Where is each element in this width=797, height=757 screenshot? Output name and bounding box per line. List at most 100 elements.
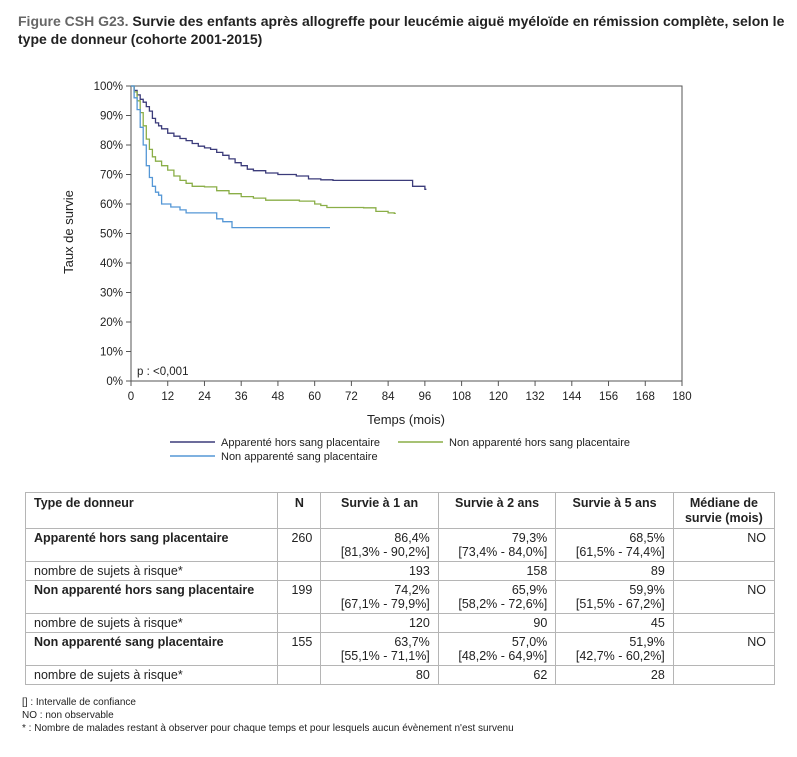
- survival-value: 57,0%: [511, 635, 548, 649]
- confidence-interval: [61,5% - 74,4%]: [575, 545, 665, 559]
- at-risk-5y: 45: [555, 613, 674, 633]
- x-tick-label: 120: [489, 391, 508, 403]
- empty-cell: [672, 665, 776, 685]
- empty-cell: [672, 613, 776, 633]
- figure-title-text: Survie des enfants après allogreffe pour…: [18, 13, 785, 47]
- x-tick-label: 144: [562, 391, 582, 403]
- plot-area: [130, 85, 683, 382]
- table-row-group-3: Non apparenté sang placentaire 155 63,7%…: [24, 632, 776, 666]
- x-tick-label: 24: [198, 391, 211, 403]
- series-line-3: [131, 85, 330, 229]
- survival-5y: 68,5% [61,5% - 74,4%]: [555, 528, 674, 562]
- n-value: 155: [277, 632, 322, 666]
- n-value: 199: [277, 580, 322, 614]
- table-row-at-risk-1: nombre de sujets à risque* 193 158 89: [24, 561, 776, 581]
- survival-value: 65,9%: [511, 583, 548, 597]
- confidence-interval: [67,1% - 79,9%]: [340, 597, 430, 611]
- survival-2y: 79,3% [73,4% - 84,0%]: [437, 528, 557, 562]
- survival-value: 63,7%: [394, 635, 430, 649]
- at-risk-1y: 120: [320, 613, 439, 633]
- survival-value: 59,9%: [629, 583, 665, 597]
- survival-value: 74,2%: [394, 583, 430, 597]
- y-tick-label: 40%: [100, 258, 123, 270]
- confidence-interval: [51,5% - 67,2%]: [575, 597, 665, 611]
- col-header-survival-1y: Survie à 1 an: [320, 492, 439, 529]
- confidence-interval: [42,7% - 60,2%]: [575, 649, 665, 663]
- x-axis: 0 12 24 36 48 60 72 84 96 108 120 132 144 156 168 180: [128, 381, 692, 403]
- legend-label: Non apparenté hors sang placentaire: [449, 437, 630, 449]
- table-header-row: Type de donneur N Survie à 1 an Survie à…: [24, 492, 776, 529]
- series-line-1: [131, 85, 427, 190]
- y-tick-label: 70%: [100, 170, 123, 182]
- survival-2y: 57,0% [48,2% - 64,9%]: [437, 632, 557, 666]
- survival-table: Type de donneur N Survie à 1 an Survie à…: [24, 492, 776, 685]
- legend: Apparenté hors sang placentaire Non appar…: [170, 437, 630, 463]
- col-header-median-survival: Médiane de survie (mois): [672, 492, 776, 529]
- y-axis: 0% 10% 20% 30% 40% 50% 60% 70% 80% 90% 100%: [94, 81, 131, 388]
- confidence-interval: [81,3% - 90,2%]: [340, 545, 430, 559]
- col-header-n: N: [277, 492, 322, 529]
- series-line-2: [131, 85, 396, 215]
- x-tick-label: 72: [345, 391, 358, 403]
- y-tick-label: 100%: [94, 81, 123, 93]
- empty-cell: [277, 613, 322, 633]
- table-row-group-2: Non apparenté hors sang placentaire 199 …: [24, 580, 776, 614]
- survival-value: 51,9%: [629, 635, 665, 649]
- x-tick-label: 60: [308, 391, 321, 403]
- donor-type-label: Non apparenté hors sang placentaire: [24, 580, 279, 614]
- y-tick-label: 80%: [100, 140, 123, 152]
- at-risk-5y: 28: [555, 665, 674, 685]
- footnote-at-risk: * : Nombre de malades restant à observer…: [22, 723, 514, 734]
- table-row-at-risk-3: nombre de sujets à risque* 80 62 28: [24, 665, 776, 685]
- legend-label: Apparenté hors sang placentaire: [221, 437, 380, 449]
- survival-5y: 51,9% [42,7% - 60,2%]: [555, 632, 674, 666]
- col-header-donor-type: Type de donneur: [24, 492, 279, 529]
- x-axis-label: Temps (mois): [367, 412, 445, 427]
- confidence-interval: [73,4% - 84,0%]: [458, 545, 548, 559]
- y-tick-label: 90%: [100, 111, 123, 123]
- x-tick-label: 84: [382, 391, 395, 403]
- empty-cell: [672, 561, 776, 581]
- x-tick-label: 180: [672, 391, 691, 403]
- survival-value: 79,3%: [511, 531, 548, 545]
- figure-label: Figure CSH G23.: [18, 13, 129, 29]
- survival-5y: 59,9% [51,5% - 67,2%]: [555, 580, 674, 614]
- col-header-survival-5y: Survie à 5 ans: [555, 492, 674, 529]
- empty-cell: [277, 665, 322, 685]
- y-tick-label: 50%: [100, 229, 123, 241]
- x-tick-label: 96: [418, 391, 431, 403]
- survival-value: 68,5%: [629, 531, 665, 545]
- survival-1y: 63,7% [55,1% - 71,1%]: [320, 632, 439, 666]
- y-tick-label: 30%: [100, 288, 123, 300]
- y-tick-label: 60%: [100, 199, 123, 211]
- survival-value: 86,4%: [394, 531, 430, 545]
- figure-title: Figure CSH G23. Survie des enfants après…: [18, 12, 788, 48]
- empty-cell: [277, 561, 322, 581]
- survival-2y: 65,9% [58,2% - 72,6%]: [437, 580, 557, 614]
- x-tick-label: 168: [636, 391, 655, 403]
- survival-curves: [131, 85, 427, 229]
- survival-1y: 86,4% [81,3% - 90,2%]: [320, 528, 439, 562]
- table-row-at-risk-2: nombre de sujets à risque* 120 90 45: [24, 613, 776, 633]
- at-risk-2y: 158: [437, 561, 557, 581]
- at-risk-2y: 62: [437, 665, 557, 685]
- at-risk-label: nombre de sujets à risque*: [24, 613, 279, 633]
- median-survival: NO: [672, 632, 776, 666]
- y-axis-label: Taux de survie: [61, 190, 76, 274]
- footnote-ci: [] : Intervalle de confiance: [22, 697, 136, 708]
- confidence-interval: [55,1% - 71,1%]: [340, 649, 430, 663]
- at-risk-2y: 90: [437, 613, 557, 633]
- y-tick-label: 20%: [100, 317, 123, 329]
- survival-1y: 74,2% [67,1% - 79,9%]: [320, 580, 439, 614]
- at-risk-label: nombre de sujets à risque*: [24, 665, 279, 685]
- confidence-interval: [58,2% - 72,6%]: [458, 597, 548, 611]
- table-row-group-1: Apparenté hors sang placentaire 260 86,4…: [24, 528, 776, 562]
- median-survival: NO: [672, 528, 776, 562]
- at-risk-5y: 89: [555, 561, 674, 581]
- survival-chart: 0% 10% 20% 30% 40% 50% 60% 70% 80% 90% 100% 0 12 24 3…: [61, 81, 692, 463]
- footnote-no: NO : non observable: [22, 710, 114, 721]
- p-value-annotation: p : <0,001: [137, 366, 188, 378]
- median-survival: NO: [672, 580, 776, 614]
- at-risk-1y: 80: [320, 665, 439, 685]
- x-tick-label: 36: [235, 391, 248, 403]
